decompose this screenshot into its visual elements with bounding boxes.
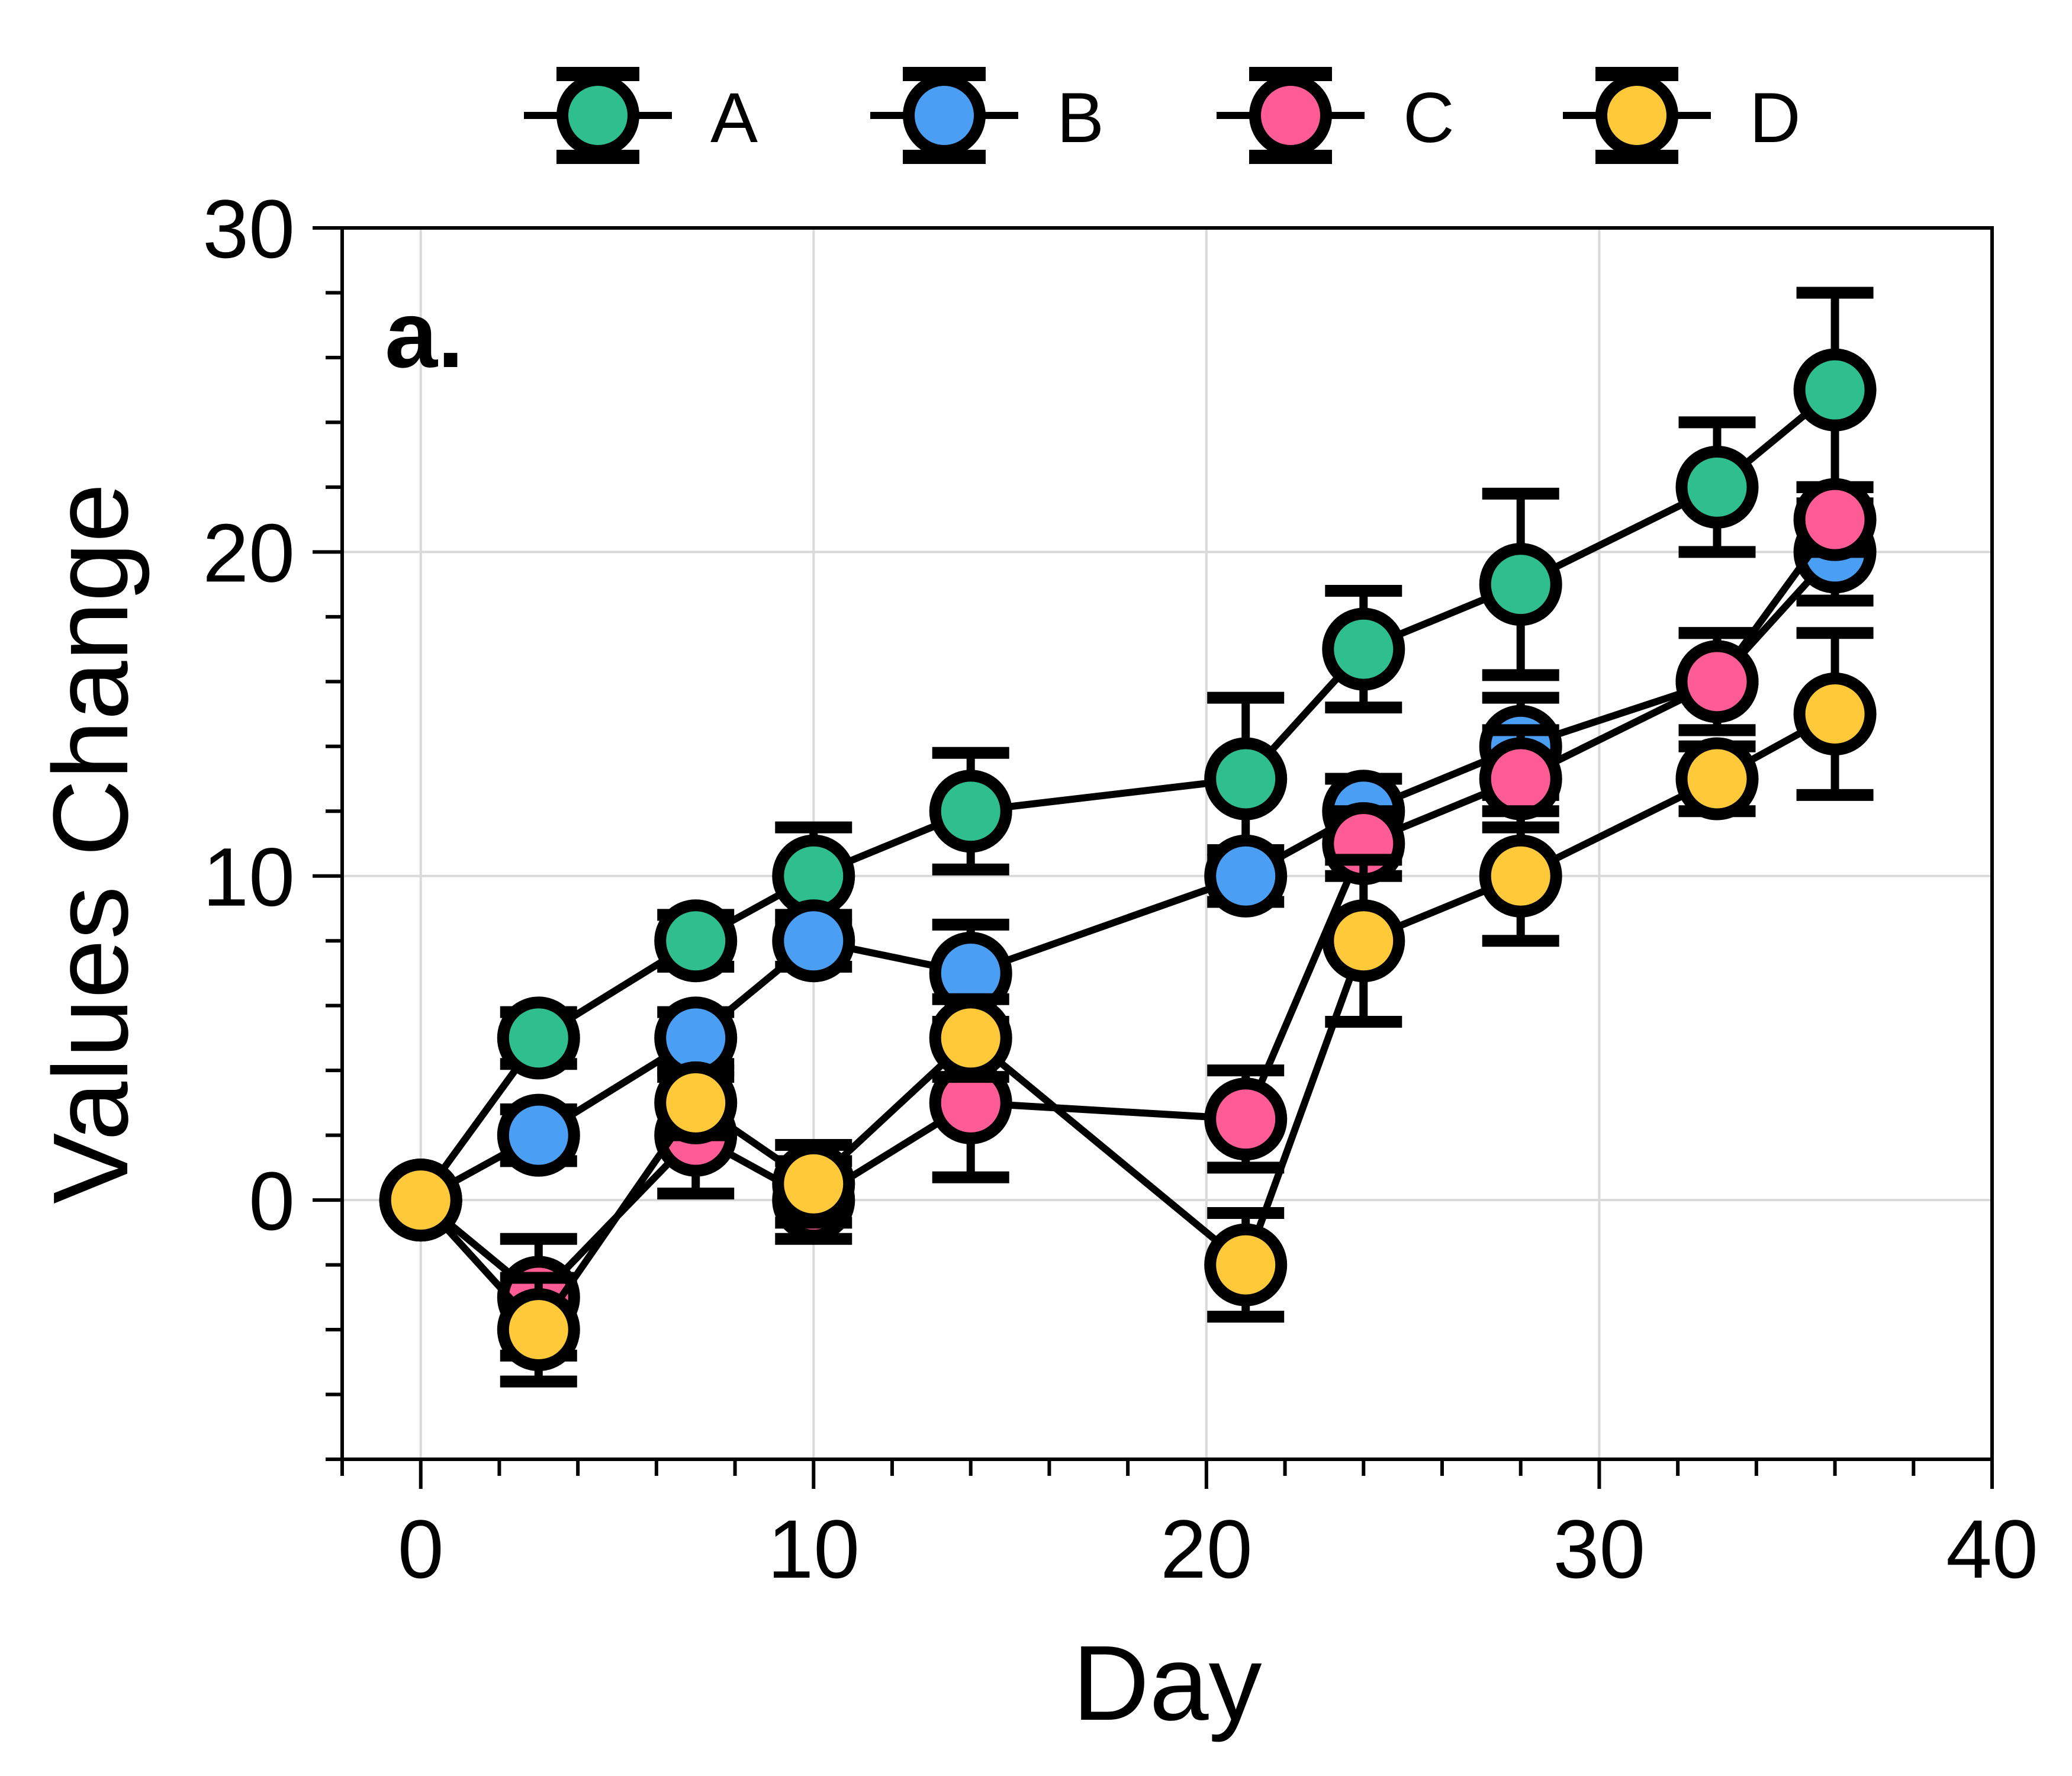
legend-item-D: D — [1563, 67, 1801, 164]
legend-label: D — [1749, 78, 1801, 157]
data-point — [654, 1061, 738, 1144]
legend-item-B: B — [870, 67, 1104, 164]
data-point — [1204, 834, 1288, 918]
data-point — [379, 1159, 462, 1242]
data-point — [772, 899, 855, 983]
data-point — [1793, 673, 1877, 756]
data-point — [929, 770, 1012, 853]
legend-label: A — [710, 78, 758, 157]
data-point — [929, 996, 1012, 1080]
x-tick-label: 20 — [1160, 1502, 1253, 1595]
series-line — [418, 517, 1838, 1301]
legend-marker — [903, 74, 986, 157]
data-point — [1675, 640, 1759, 723]
y-axis-title: Values Change — [31, 483, 150, 1204]
series-B — [379, 497, 1877, 1242]
legend-marker — [556, 74, 639, 157]
data-point — [1675, 737, 1759, 821]
series-line — [418, 710, 1837, 1334]
x-tick-label: 0 — [398, 1502, 444, 1595]
data-point — [654, 899, 738, 983]
x-axis-title: Day — [1072, 1624, 1262, 1743]
y-tick-label: 30 — [202, 182, 295, 275]
data-point — [497, 1093, 580, 1177]
legend: A B C D — [524, 67, 1801, 164]
x-tick-label: 30 — [1553, 1502, 1646, 1595]
data-point — [1479, 543, 1562, 626]
x-tick-label: 40 — [1946, 1502, 2038, 1595]
legend-item-A: A — [524, 67, 758, 164]
x-tick-label: 10 — [767, 1502, 860, 1595]
y-tick-label: 0 — [249, 1154, 295, 1247]
legend-marker — [1595, 74, 1678, 157]
plot-frame — [340, 226, 1994, 1461]
data-point — [1204, 737, 1288, 821]
legend-label: B — [1057, 78, 1104, 157]
y-tick-label: 20 — [202, 506, 295, 599]
data-point — [1204, 1223, 1288, 1307]
data-point — [1479, 737, 1562, 821]
data-point — [1793, 348, 1877, 432]
series-line — [417, 387, 1838, 1202]
data-point — [772, 1142, 855, 1225]
y-tick-label: 10 — [202, 831, 295, 924]
legend-item-C: C — [1217, 67, 1455, 164]
data-point — [1322, 899, 1405, 983]
grid — [342, 227, 1993, 1459]
axes: 0 10 20 30 40 0 10 20 30 — [202, 182, 2038, 1595]
legend-marker — [1249, 74, 1332, 157]
series-layer — [379, 287, 1877, 1388]
data-point — [1204, 1077, 1288, 1161]
legend-label: C — [1403, 78, 1455, 157]
panel-label: a. — [385, 281, 464, 387]
series-D — [379, 627, 1877, 1388]
data-point — [497, 996, 580, 1080]
data-point — [1675, 445, 1759, 529]
data-point — [1793, 478, 1877, 561]
data-point — [497, 1288, 580, 1372]
data-point — [1322, 607, 1405, 691]
series-line — [419, 549, 1838, 1204]
data-point — [1479, 834, 1562, 918]
